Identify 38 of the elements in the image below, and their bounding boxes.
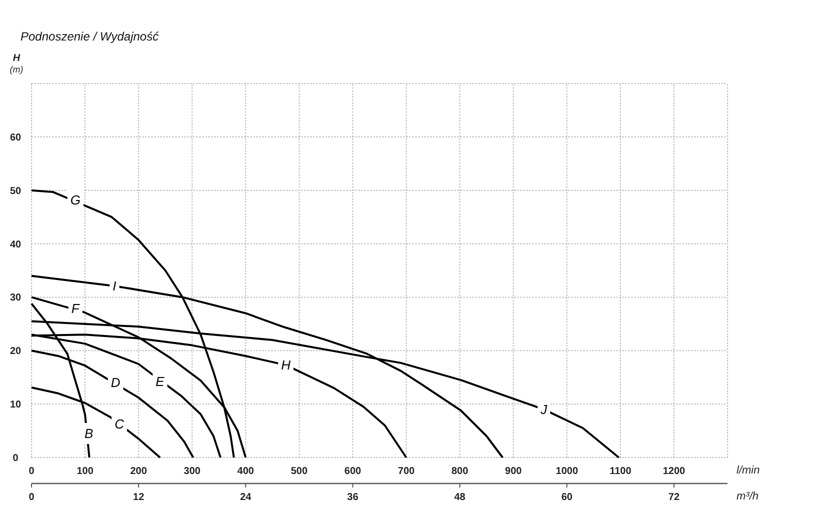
x-tick-label: 900	[505, 466, 522, 477]
x2-tick-label: 36	[347, 492, 359, 503]
annotation: G	[70, 192, 80, 208]
x-tick-label: 1100	[610, 466, 632, 477]
x2-tick-label: 60	[561, 492, 573, 503]
x-tick-label: 800	[451, 466, 469, 477]
x-tick-label: 300	[184, 466, 201, 477]
x-tick-label: 0	[28, 466, 35, 477]
chart-title: Podnoszenie / Wydajność	[20, 30, 159, 44]
annotation: C	[114, 416, 125, 432]
x2-tick-label: 12	[133, 492, 145, 503]
x-tick-label: 700	[398, 466, 416, 477]
y-tick-label: 10	[10, 400, 22, 411]
x-tick-label: 200	[130, 466, 148, 477]
annotation: D	[110, 375, 120, 390]
y-tick-label: 40	[10, 239, 22, 250]
x-tick-label: 500	[290, 466, 308, 477]
y-tick-label: 0	[12, 453, 19, 464]
x2-tick-label: 72	[668, 492, 680, 503]
y-tick-label: 60	[10, 132, 22, 144]
x-tick-label: 400	[237, 466, 254, 477]
y-tick-label: 20	[10, 346, 22, 358]
annotation: E	[156, 374, 165, 390]
x-tick-label: 600	[344, 466, 362, 477]
y-tick-label: 50	[10, 186, 22, 197]
x2-axis-title: m³/h	[736, 490, 758, 502]
x2-tick-label: 24	[240, 492, 252, 503]
x-tick-label: 100	[76, 466, 94, 477]
annotation: B	[84, 426, 94, 441]
annotation: H	[281, 358, 292, 373]
x-tick-label: 1200	[662, 466, 686, 477]
annotation: F	[71, 300, 80, 316]
x-axis-title: l/min	[736, 464, 760, 476]
x2-tick-label: 48	[454, 492, 466, 503]
x-tick-label: 1000	[556, 466, 578, 477]
x2-tick-label: 0	[28, 492, 35, 503]
y-axis-title: H (m)	[10, 53, 24, 74]
y-tick-label: 30	[10, 292, 22, 304]
